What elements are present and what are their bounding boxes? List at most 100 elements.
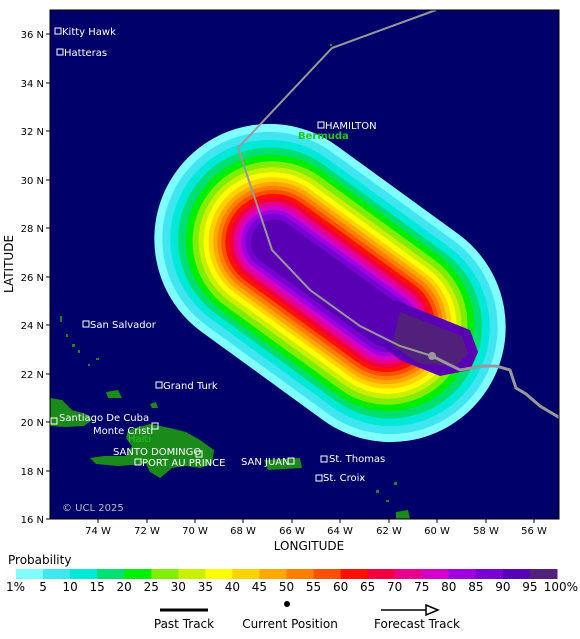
legend-color-swatch — [205, 569, 233, 579]
legend-color-swatch — [340, 569, 369, 579]
x-axis-title: LONGITUDE — [274, 539, 344, 553]
x-tick-label: 64 W — [327, 526, 353, 537]
legend-color-swatch — [16, 569, 44, 579]
x-tick-label: 56 W — [521, 526, 547, 537]
y-tick-label: 28 N — [21, 224, 44, 235]
legend-tick-label: 35 — [198, 580, 213, 594]
virgin-island — [396, 510, 410, 519]
legend-color-swatch — [475, 569, 504, 579]
probability-core — [370, 300, 478, 376]
legend-color-swatch — [313, 569, 342, 579]
place-label-monte-cristi: Monte Cristi — [93, 426, 153, 437]
place-label-hatteras: Hatteras — [64, 48, 107, 59]
legend-tick-label: 55 — [306, 580, 321, 594]
legend-tick-label: 5 — [39, 580, 47, 594]
legend-tick-label: 20 — [117, 580, 132, 594]
y-tick-label: 20 N — [21, 418, 44, 429]
current-position-legend-dot — [284, 601, 290, 607]
place-label-st-croix: St. Croix — [323, 473, 365, 484]
place-label-port-au-prince: PORT AU PRINCE — [142, 458, 225, 469]
y-tick-label: 26 N — [21, 273, 44, 284]
place-label-grand-turk: Grand Turk — [163, 381, 218, 392]
past-track-legend-label: Past Track — [154, 617, 214, 631]
place-label-san-juan: SAN JUAN — [241, 457, 290, 468]
legend-color-swatch — [43, 569, 71, 579]
legend-color-swatch — [259, 569, 287, 579]
legend-tick-label: 80 — [441, 580, 456, 594]
y-tick-labels: 36 N 34 N 32 N 30 N 28 N 26 N 24 N 22 N … — [21, 30, 44, 526]
legend-color-swatch — [367, 569, 396, 579]
probability-legend-bar — [16, 569, 558, 579]
bahamas-island — [106, 390, 122, 398]
legend-color-swatch — [529, 569, 558, 579]
legend-tick-label: 50 — [279, 580, 294, 594]
place-labels: Kitty Hawk Hatteras HAMILTON Bermuda San… — [50, 27, 385, 514]
legend-tick-label: 25 — [144, 580, 159, 594]
legend-color-swatch — [178, 569, 206, 579]
legend-tick-label: 1% — [6, 580, 25, 594]
x-tick-label: 62 W — [376, 526, 402, 537]
probability-legend-labels: 1% 5 10 15 20 25 30 35 40 45 50 55 60 65 70 75 80 85 90 95 1… — [6, 580, 578, 594]
legend-color-swatch — [97, 569, 125, 579]
x-tick-label: 74 W — [85, 526, 111, 537]
place-label-kitty-hawk: Kitty Hawk — [62, 27, 116, 38]
current-position-legend-label: Current Position — [242, 617, 338, 631]
place-label-santo-domingo: SANTO DOMINGO — [113, 447, 201, 458]
legend-tick-label: 30 — [171, 580, 186, 594]
x-tick-label: 60 W — [424, 526, 450, 537]
forecast-track — [236, 10, 437, 357]
cuba-landmass — [50, 398, 92, 427]
puerto-rico-landmass — [264, 458, 302, 470]
legend-color-swatch — [286, 569, 315, 579]
x-axis — [97, 519, 535, 523]
legend-color-swatch — [448, 569, 477, 579]
place-label-san-salvador: San Salvador — [90, 320, 157, 331]
y-tick-label: 22 N — [21, 370, 44, 381]
legend-tick-label: 90 — [495, 580, 510, 594]
x-tick-labels: 74 W 72 W 70 W 68 W 66 W 64 W 62 W 60 W … — [85, 526, 547, 537]
legend-color-swatch — [232, 569, 260, 579]
legend-color-swatch — [70, 569, 98, 579]
legend-tick-label: 95 — [522, 580, 537, 594]
x-tick-label: 72 W — [134, 526, 160, 537]
legend-title: Probability — [8, 553, 71, 567]
copyright-label: © UCL 2025 — [62, 503, 124, 514]
y-tick-label: 18 N — [21, 467, 44, 478]
caicos-island — [150, 402, 158, 408]
y-tick-label: 36 N — [21, 30, 44, 41]
place-label-santiago-de-cuba: Santiago De Cuba — [59, 413, 149, 424]
hispaniola-landmass — [90, 424, 214, 478]
legend-tick-label: 70 — [387, 580, 402, 594]
y-tick-label: 32 N — [21, 127, 44, 138]
place-label-haiti: Haiti — [128, 434, 151, 445]
forecast-track-arrow-icon — [425, 603, 440, 617]
legend-tick-label: 75 — [414, 580, 429, 594]
legend-tick-label: 65 — [360, 580, 375, 594]
x-tick-label: 70 W — [182, 526, 208, 537]
x-tick-label: 66 W — [279, 526, 305, 537]
past-track — [431, 354, 559, 420]
legend-color-swatch — [421, 569, 450, 579]
legend-tick-label: 100% — [544, 580, 578, 594]
plot-frame — [49, 9, 560, 520]
place-label-hamilton: HAMILTON — [325, 121, 377, 132]
track-legend: Past Track Current Position Forecast Tra… — [154, 601, 460, 631]
y-tick-label: 30 N — [21, 176, 44, 187]
legend-color-swatch — [502, 569, 531, 579]
legend-tick-label: 85 — [468, 580, 483, 594]
y-axis — [46, 33, 50, 520]
legend-color-swatch — [151, 569, 179, 579]
land-masses — [50, 44, 410, 519]
y-tick-label: 34 N — [21, 79, 44, 90]
legend-tick-label: 15 — [90, 580, 105, 594]
legend-color-swatch — [124, 569, 152, 579]
y-tick-label: 16 N — [21, 515, 44, 526]
forecast-track-legend-label: Forecast Track — [374, 617, 460, 631]
legend-tick-label: 45 — [252, 580, 267, 594]
y-tick-label: 24 N — [21, 321, 44, 332]
current-position-marker — [428, 352, 436, 360]
legend-color-swatch — [394, 569, 423, 579]
place-label-st-thomas: St. Thomas — [329, 454, 385, 465]
place-label-bermuda: Bermuda — [298, 131, 349, 142]
